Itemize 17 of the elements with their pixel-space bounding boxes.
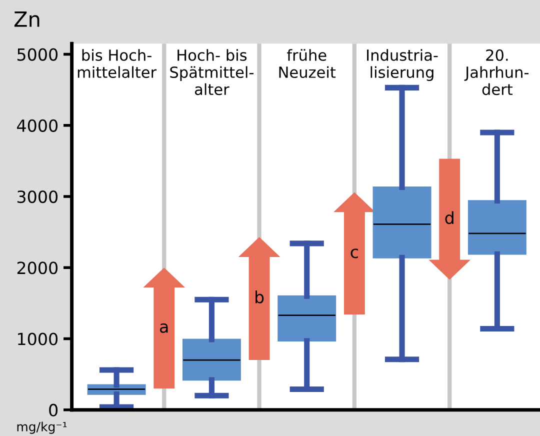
y-tick-label: 5000 xyxy=(17,48,58,61)
x-tick-label: bis Hoch- mittelalter xyxy=(78,49,157,78)
y-tick-label: 2000 xyxy=(17,262,58,274)
y-axis-title: mg/kg⁻¹ xyxy=(17,422,67,434)
x-tick-label: 20. Jahrhun- dert xyxy=(464,49,528,96)
y-tick-label: 0 xyxy=(49,404,58,416)
y-tick-label: 1000 xyxy=(18,332,58,346)
y-tick-label: 3000 xyxy=(17,190,58,204)
annotation: d xyxy=(445,211,454,224)
annotation: c xyxy=(350,248,358,258)
annotation: b xyxy=(256,290,264,304)
x-tick-label: frühe Neuzeit xyxy=(279,49,336,78)
y-tick-label: 4000 xyxy=(17,119,58,132)
x-tick-label: Industria- lisierung xyxy=(367,49,438,81)
annotation: a xyxy=(160,323,168,333)
chart-title: Zn xyxy=(14,12,40,27)
x-tick-label: Hoch- bis Spätmittel- alter xyxy=(170,49,254,96)
